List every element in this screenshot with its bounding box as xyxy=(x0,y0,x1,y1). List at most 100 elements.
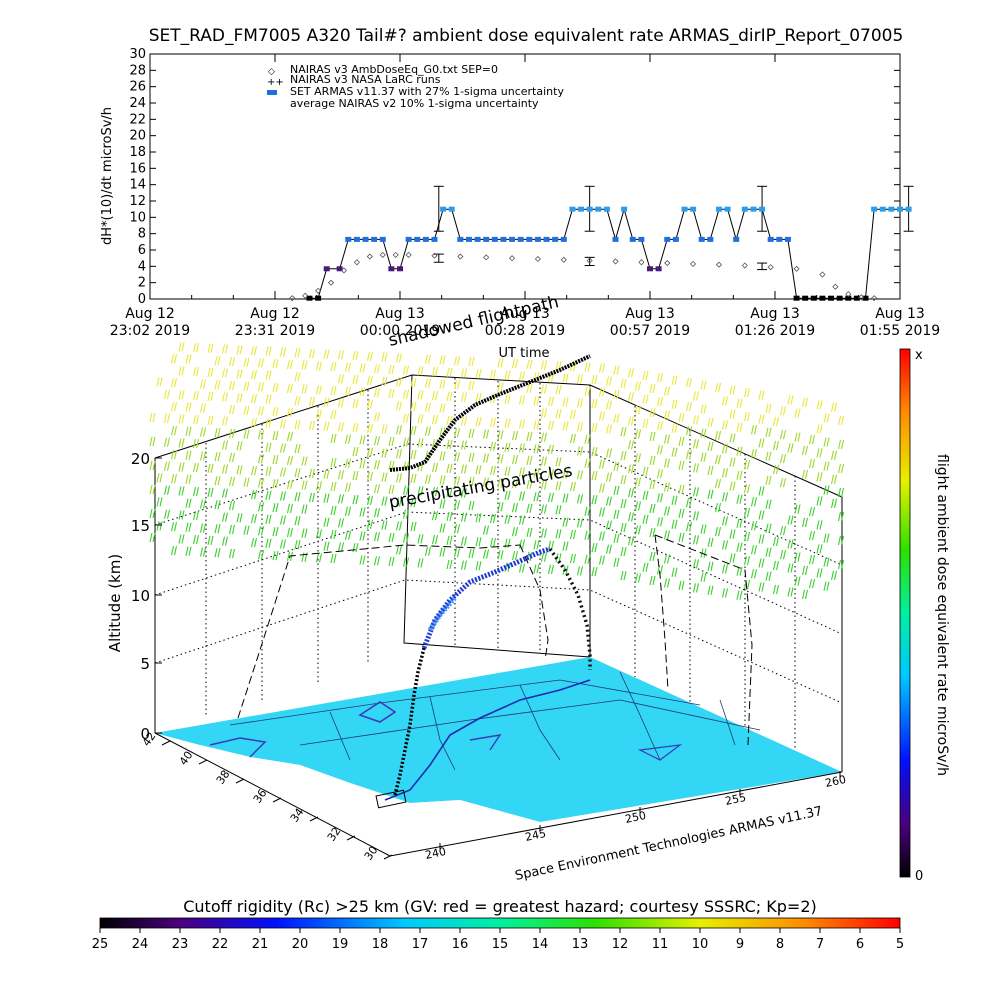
particle-dash xyxy=(214,548,218,558)
nairas-point xyxy=(509,255,516,262)
particle-dash xyxy=(359,387,363,397)
particle-dash xyxy=(666,578,671,588)
rigidity-tick-label: 15 xyxy=(492,937,509,952)
particle-dash xyxy=(605,376,610,386)
particle-dash xyxy=(659,445,664,455)
particle-dash xyxy=(166,485,171,495)
particle-dash xyxy=(275,383,279,393)
particle-dash xyxy=(775,440,780,451)
particle-dash xyxy=(547,564,552,575)
particle-dash xyxy=(239,393,243,403)
particle-dash xyxy=(623,546,627,557)
particle-dash xyxy=(685,378,690,388)
particle-dash xyxy=(601,483,606,493)
particle-dash xyxy=(703,380,707,390)
particle-dash xyxy=(642,562,646,572)
particle-dash xyxy=(166,461,171,471)
particle-dash xyxy=(692,487,697,497)
particle-dash xyxy=(779,430,784,440)
particle-dash xyxy=(840,415,845,426)
shadow-dashed-lines xyxy=(237,534,753,746)
particle-dash xyxy=(707,585,711,595)
particle-dash xyxy=(724,468,729,478)
particle-dash xyxy=(311,468,316,479)
particle-dash xyxy=(837,511,842,522)
particle-dash xyxy=(210,391,214,402)
particle-dash xyxy=(468,380,472,391)
box-grid xyxy=(154,378,843,750)
particle-dash xyxy=(178,534,182,544)
particle-dash xyxy=(772,560,777,571)
particle-dash xyxy=(620,546,624,557)
particle-dash xyxy=(497,454,501,464)
particle-dash xyxy=(333,529,337,540)
armas-point xyxy=(690,206,697,212)
particle-dash xyxy=(811,554,816,565)
particle-dash xyxy=(663,434,668,444)
particle-dash xyxy=(478,561,482,571)
particle-dash xyxy=(533,420,537,430)
particle-dash xyxy=(511,359,516,369)
particle-dash xyxy=(246,381,250,391)
altitude-tick-label: 15 xyxy=(131,517,150,535)
particle-dash xyxy=(431,439,436,449)
particle-dash xyxy=(453,380,458,390)
particle-dash xyxy=(315,529,320,539)
particle-dash xyxy=(405,509,410,519)
particle-dash xyxy=(297,348,301,358)
particle-dash xyxy=(199,403,204,413)
particle-dash xyxy=(355,471,359,481)
particle-dash xyxy=(540,504,545,514)
particle-dash xyxy=(830,450,835,460)
particle-dash xyxy=(674,375,678,385)
particle-dash xyxy=(623,450,627,461)
particle-dash xyxy=(637,429,642,439)
particle-dash xyxy=(623,426,627,437)
particle-dash xyxy=(352,495,356,505)
particle-dash xyxy=(750,521,755,531)
particle-dash xyxy=(460,464,465,474)
particle-dash xyxy=(279,443,284,453)
particle-dash xyxy=(562,541,566,551)
particle-dash xyxy=(514,455,519,465)
particle-dash xyxy=(707,417,711,427)
particle-dash xyxy=(402,365,407,375)
particle-dash xyxy=(420,366,424,376)
particle-dash xyxy=(837,439,842,450)
particle-dash xyxy=(663,578,668,588)
armas-point xyxy=(483,236,490,242)
particle-dash xyxy=(620,522,624,533)
particle-dash xyxy=(772,464,777,475)
particle-dash xyxy=(584,554,588,564)
particle-dash xyxy=(326,349,330,359)
particle-dash xyxy=(253,537,258,548)
particle-dash xyxy=(188,426,192,436)
particle-dash xyxy=(221,416,226,426)
particle-dash xyxy=(576,566,581,576)
particle-dash xyxy=(601,411,606,421)
particle-dash xyxy=(388,484,392,495)
particle-dash xyxy=(475,465,479,475)
particle-dash xyxy=(413,497,417,508)
particle-dash xyxy=(265,394,269,404)
particle-dash xyxy=(819,448,823,458)
particle-dash xyxy=(475,417,479,427)
particle-dash xyxy=(627,536,632,546)
particle-dash xyxy=(671,567,675,577)
particle-dash xyxy=(289,431,294,441)
particle-dash xyxy=(765,523,769,533)
particle-dash xyxy=(289,479,294,489)
particle-dash xyxy=(543,456,548,466)
particle-dash xyxy=(373,460,378,470)
particle-dash xyxy=(717,479,722,489)
particle-dash xyxy=(337,422,342,432)
particle-dash xyxy=(637,501,642,511)
particle-dash xyxy=(645,466,649,476)
particle-dash xyxy=(543,480,548,490)
particle-dash xyxy=(729,385,733,395)
particle-dash xyxy=(739,494,743,504)
particle-dash xyxy=(362,555,366,565)
particle-dash xyxy=(608,520,613,530)
particle-dash xyxy=(656,565,661,575)
armas-point xyxy=(733,236,740,242)
